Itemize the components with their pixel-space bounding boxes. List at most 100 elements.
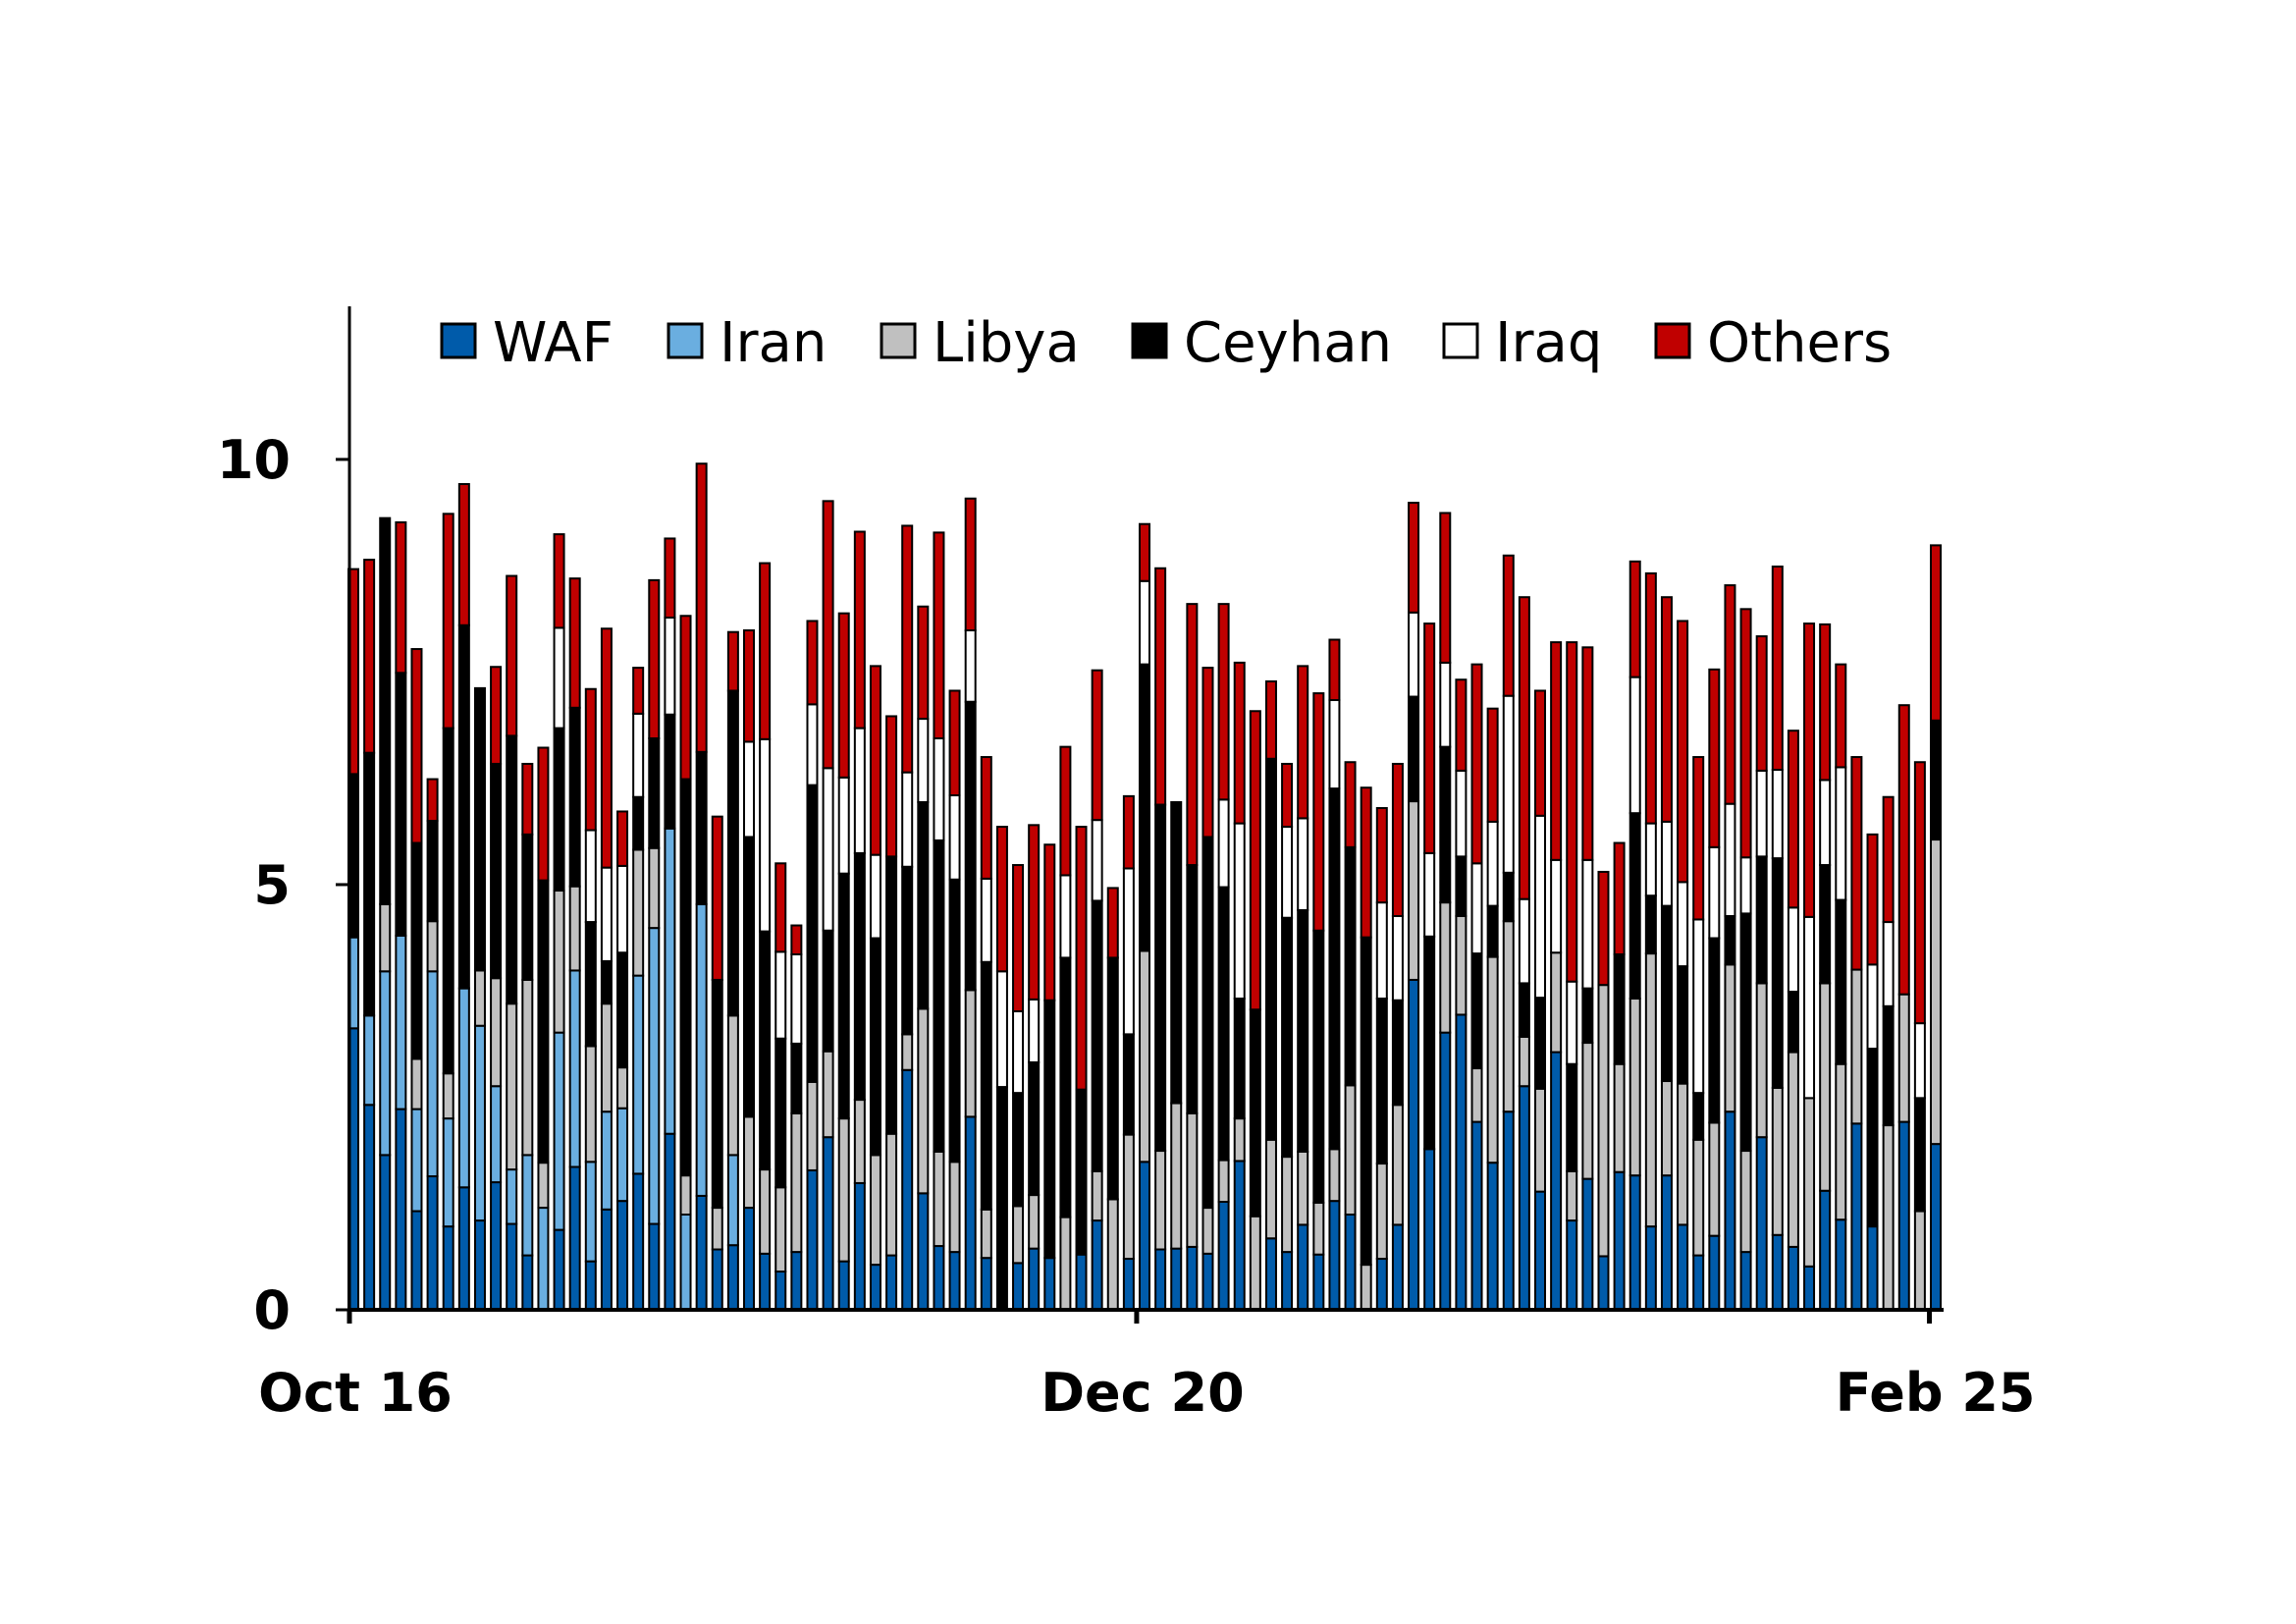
legend-label-ceyhan: Ceyhan — [1184, 311, 1392, 375]
bar-segment-others — [1677, 620, 1689, 884]
legend-swatch-waf — [440, 322, 477, 359]
bar-segment-others — [537, 746, 550, 882]
bar-segment-others — [1518, 596, 1530, 900]
bar-segment-waf — [853, 1181, 866, 1311]
x-tick-label: Dec 20 — [1041, 1362, 1244, 1424]
bar-segment-libya — [853, 1099, 866, 1184]
bar-segment-ceyhan — [426, 819, 439, 923]
bar-segment-iraq — [1091, 819, 1103, 902]
bar-segment-iraq — [980, 877, 992, 963]
bar-segment-iran — [726, 1154, 739, 1247]
bar-segment-waf — [1534, 1190, 1546, 1311]
bar-segment-libya — [774, 1186, 787, 1273]
bar-segment-others — [806, 620, 819, 706]
bar-segment-iran — [363, 1014, 376, 1107]
bar-segment-iran — [537, 1207, 550, 1311]
bar-segment-ceyhan — [395, 672, 407, 937]
bar-segment-waf — [363, 1104, 376, 1312]
bar-segment-iraq — [1375, 901, 1388, 1001]
bar-segment-waf — [1644, 1225, 1657, 1312]
bar-segment-iran — [395, 934, 407, 1110]
bar-segment-iraq — [1012, 1009, 1025, 1095]
bar-segment-iraq — [917, 718, 930, 803]
bar-segment-waf — [695, 1194, 708, 1312]
bar-segment-others — [648, 578, 661, 739]
bar-segment-others — [395, 520, 407, 675]
bar-segment-libya — [1455, 914, 1468, 1016]
bar-segment-iraq — [1518, 897, 1530, 985]
bar-segment-libya — [822, 1050, 834, 1139]
bar-segment-libya — [1930, 839, 1942, 1146]
bar-segment-waf — [885, 1254, 898, 1311]
bar-segment-iran — [490, 1085, 503, 1184]
bar-segment-waf — [917, 1192, 930, 1312]
bar-segment-libya — [1644, 952, 1657, 1228]
bar-segment-ceyhan — [1755, 855, 1768, 985]
bar-segment-others — [1850, 756, 1863, 971]
bar-segment-libya — [1470, 1067, 1483, 1123]
bar-segment-libya — [948, 1161, 961, 1254]
bar-segment-waf — [1550, 1051, 1563, 1311]
legend-swatch-others — [1654, 322, 1691, 359]
bar-segment-ceyhan — [1581, 987, 1594, 1045]
bar-segment-others — [1597, 870, 1610, 987]
bar-segment-waf — [1692, 1254, 1705, 1311]
bar-segment-ceyhan — [759, 930, 772, 1171]
bar-segment-libya — [426, 920, 439, 973]
bar-segment-libya — [964, 989, 977, 1118]
bar-segment-ceyhan — [1470, 952, 1483, 1070]
bar-segment-ceyhan — [1012, 1092, 1025, 1208]
bar-segment-waf — [1439, 1031, 1452, 1312]
bar-segment-waf — [1566, 1219, 1578, 1312]
bar-segment-ceyhan — [711, 978, 723, 1210]
bar-segment-others — [1075, 826, 1088, 1091]
bar-segment-iran — [442, 1117, 454, 1228]
bar-segment-libya — [1139, 949, 1150, 1164]
bar-segment-others — [917, 605, 930, 721]
bar-segment-ceyhan — [1677, 965, 1689, 1085]
bar-segment-libya — [1692, 1138, 1705, 1257]
bar-segment-waf — [568, 1165, 581, 1311]
bar-segment-iraq — [869, 853, 881, 940]
bar-segment-waf — [964, 1115, 977, 1311]
bar-segment-others — [442, 513, 454, 730]
bar-segment-waf — [1518, 1085, 1530, 1311]
bar-segment-others — [521, 762, 534, 836]
bar-segment-others — [1787, 730, 1799, 909]
bar-segment-waf — [933, 1245, 945, 1311]
bar-segment-others — [1091, 669, 1103, 822]
bar-segment-iraq — [1692, 918, 1705, 1095]
bar-segment-others — [726, 630, 739, 692]
bar-segment-libya — [917, 1007, 930, 1195]
bar-segment-others — [363, 559, 376, 754]
bar-segment-libya — [933, 1150, 945, 1248]
bar-segment-iraq — [1739, 856, 1752, 915]
bar-segment-waf — [1091, 1219, 1103, 1312]
bar-segment-waf — [1597, 1255, 1610, 1311]
bar-segment-ceyhan — [490, 762, 503, 980]
bar-segment-libya — [1629, 998, 1641, 1177]
bar-segment-others — [1328, 638, 1341, 702]
bar-segment-waf — [1660, 1174, 1673, 1311]
bar-segment-libya — [1677, 1082, 1689, 1226]
bar-segment-others — [1408, 502, 1420, 614]
bar-segment-iraq — [600, 866, 613, 962]
bar-segment-ceyhan — [1217, 886, 1230, 1162]
bar-segment-others — [1249, 710, 1261, 1011]
bar-segment-libya — [1518, 1035, 1530, 1088]
bar-segment-libya — [1439, 901, 1452, 1034]
bar-segment-others — [711, 815, 723, 981]
legend-swatch-iran — [667, 322, 704, 359]
bar-segment-waf — [1897, 1120, 1910, 1312]
bar-segment-libya — [1391, 1104, 1404, 1226]
bar-segment-iraq — [806, 703, 819, 786]
bar-segment-ceyhan — [790, 1042, 803, 1114]
bar-segment-others — [948, 689, 961, 797]
bar-segment-others — [980, 756, 992, 880]
bar-segment-waf — [1581, 1177, 1594, 1312]
bar-segment-ceyhan — [1201, 836, 1214, 1210]
bar-segment-others — [1012, 864, 1025, 1012]
bar-segment-waf — [1297, 1223, 1309, 1311]
bar-segment-libya — [1502, 920, 1515, 1113]
bar-segment-ceyhan — [964, 700, 977, 992]
